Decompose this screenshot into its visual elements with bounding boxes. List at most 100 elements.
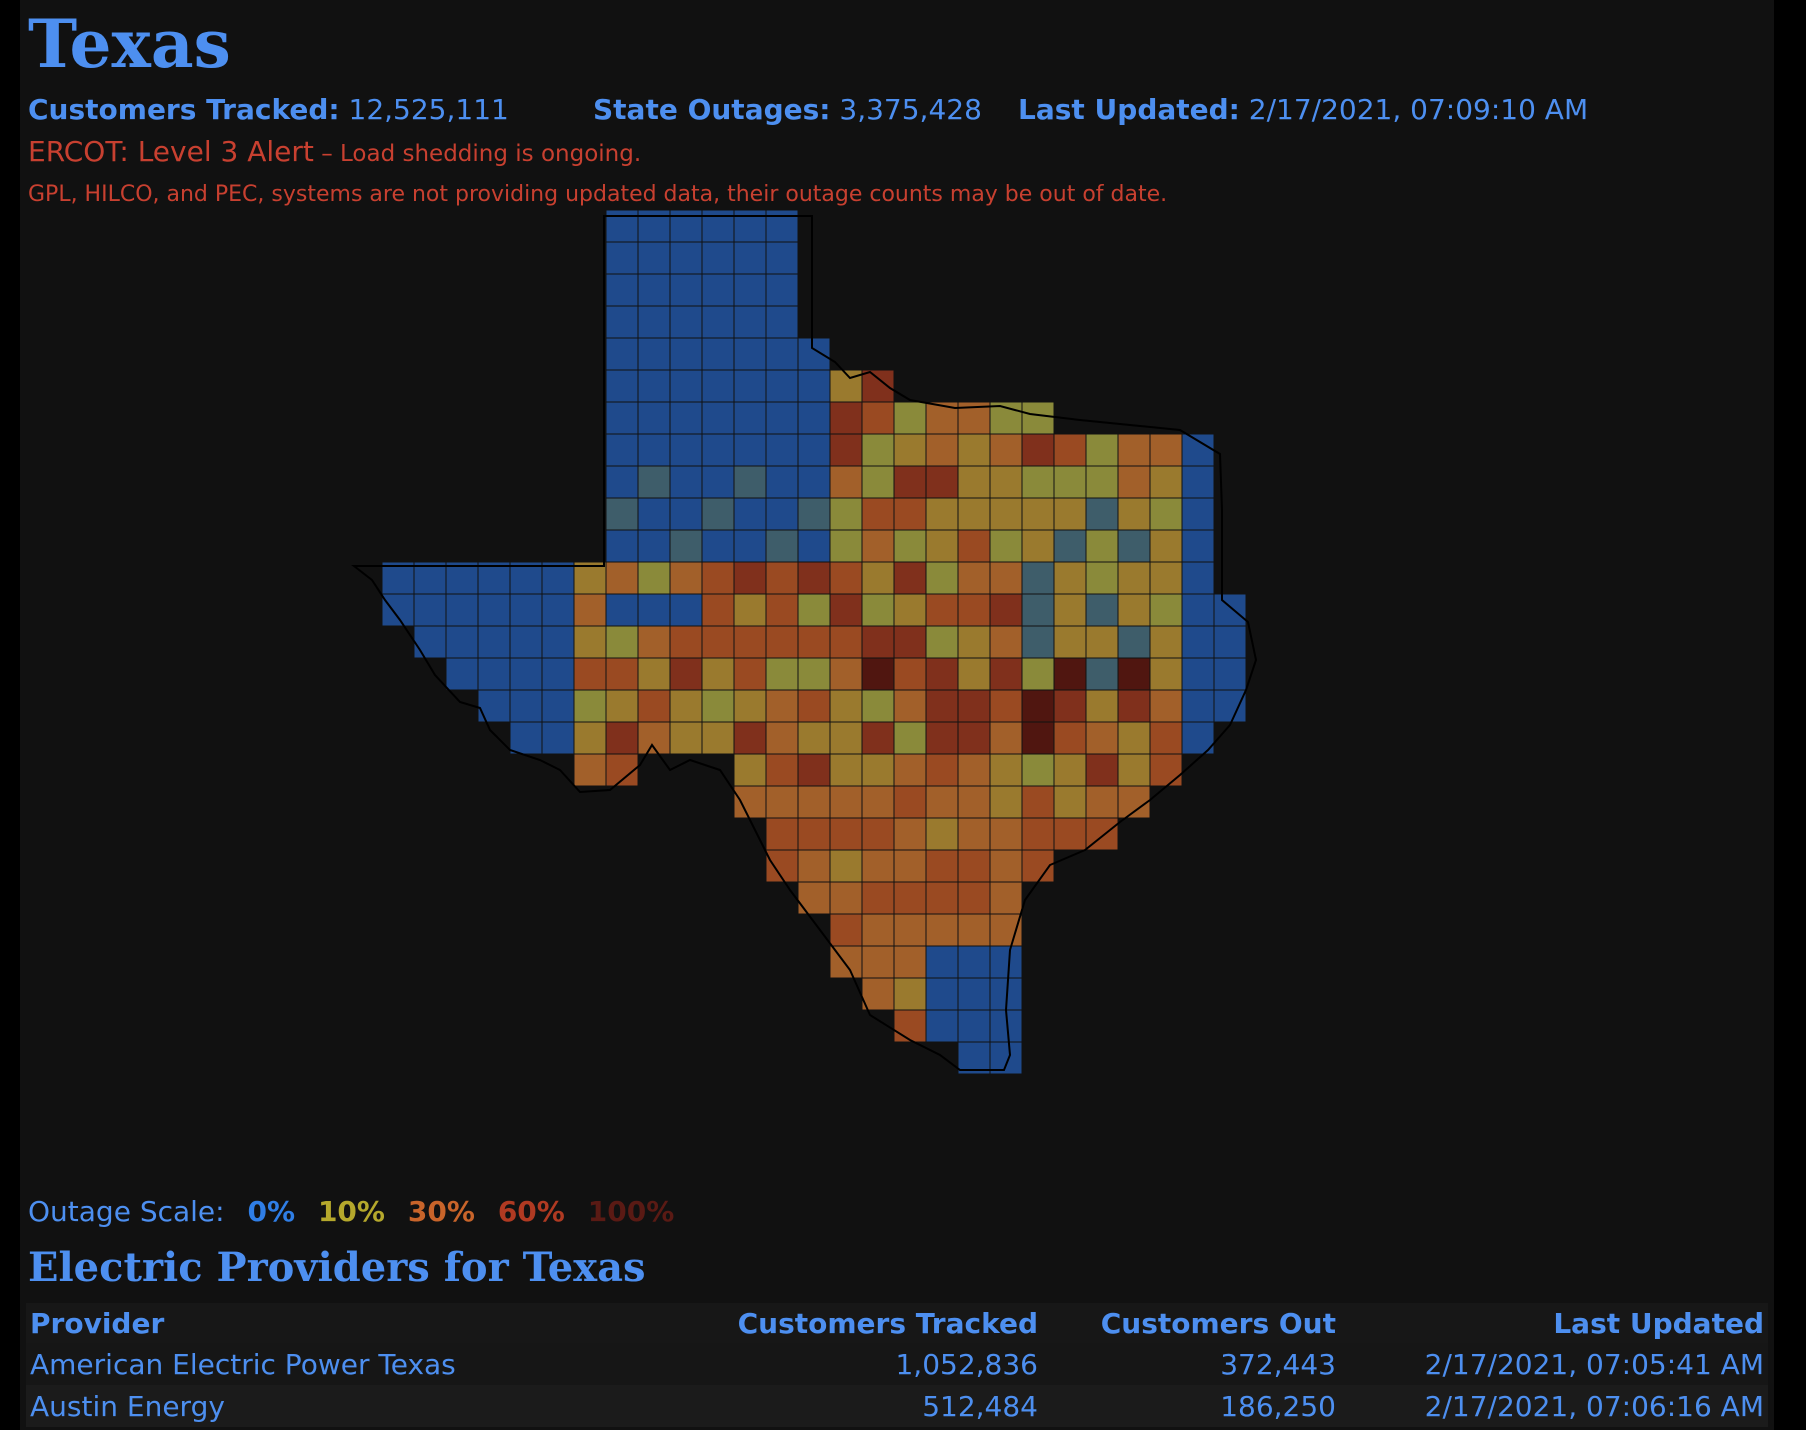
county-cell[interactable]	[1085, 753, 1119, 787]
county-cell[interactable]	[893, 785, 927, 819]
county-cell[interactable]	[669, 401, 703, 435]
county-cell[interactable]	[509, 721, 543, 755]
county-cell[interactable]	[957, 945, 991, 979]
county-cell[interactable]	[605, 241, 639, 275]
county-cell[interactable]	[1149, 593, 1183, 627]
county-cell[interactable]	[989, 465, 1023, 499]
county-cell[interactable]	[861, 465, 895, 499]
county-cell[interactable]	[989, 625, 1023, 659]
county-cell[interactable]	[957, 881, 991, 915]
county-cell[interactable]	[1021, 401, 1055, 435]
county-cell[interactable]	[637, 401, 671, 435]
county-cell[interactable]	[925, 977, 959, 1011]
county-cell[interactable]	[1021, 497, 1055, 531]
col-provider[interactable]: Provider	[26, 1303, 634, 1343]
county-cell[interactable]	[829, 753, 863, 787]
county-cell[interactable]	[797, 753, 831, 787]
county-cell[interactable]	[605, 433, 639, 467]
county-cell[interactable]	[669, 657, 703, 691]
county-cell[interactable]	[861, 593, 895, 627]
county-cell[interactable]	[1181, 561, 1215, 595]
county-cell[interactable]	[989, 433, 1023, 467]
county-cell[interactable]	[1149, 497, 1183, 531]
county-cell[interactable]	[1181, 689, 1215, 723]
county-cell[interactable]	[765, 433, 799, 467]
county-cell[interactable]	[829, 433, 863, 467]
county-cell[interactable]	[893, 689, 927, 723]
county-cell[interactable]	[989, 881, 1023, 915]
county-cell[interactable]	[1149, 465, 1183, 499]
county-cell[interactable]	[1021, 593, 1055, 627]
county-cell[interactable]	[1021, 753, 1055, 787]
county-cell[interactable]	[541, 689, 575, 723]
county-cell[interactable]	[1149, 721, 1183, 755]
county-cell[interactable]	[1053, 785, 1087, 819]
county-cell[interactable]	[573, 657, 607, 691]
county-cell[interactable]	[1181, 497, 1215, 531]
county-cell[interactable]	[989, 657, 1023, 691]
county-cell[interactable]	[1021, 529, 1055, 563]
county-cell[interactable]	[957, 1009, 991, 1043]
county-cell[interactable]	[733, 785, 767, 819]
county-cell[interactable]	[1021, 817, 1055, 851]
county-cell[interactable]	[1053, 497, 1087, 531]
county-cell[interactable]	[637, 433, 671, 467]
county-cell[interactable]	[861, 881, 895, 915]
county-cell[interactable]	[605, 401, 639, 435]
county-cell[interactable]	[829, 497, 863, 531]
county-cell[interactable]	[925, 817, 959, 851]
county-cell[interactable]	[829, 625, 863, 659]
county-cell[interactable]	[925, 433, 959, 467]
county-cell[interactable]	[797, 817, 831, 851]
county-cell[interactable]	[925, 721, 959, 755]
county-cell[interactable]	[637, 529, 671, 563]
county-cell[interactable]	[733, 657, 767, 691]
county-cell[interactable]	[893, 401, 927, 435]
county-cell[interactable]	[829, 529, 863, 563]
county-cell[interactable]	[509, 689, 543, 723]
county-cell[interactable]	[669, 305, 703, 339]
county-cell[interactable]	[925, 497, 959, 531]
county-cell[interactable]	[797, 785, 831, 819]
county-cell[interactable]	[957, 1041, 991, 1075]
county-cell[interactable]	[765, 593, 799, 627]
county-cell[interactable]	[1117, 465, 1151, 499]
county-cell[interactable]	[445, 593, 479, 627]
county-cell[interactable]	[1117, 433, 1151, 467]
county-cell[interactable]	[765, 305, 799, 339]
county-cell[interactable]	[669, 273, 703, 307]
county-cell[interactable]	[637, 369, 671, 403]
county-cell[interactable]	[733, 721, 767, 755]
county-cell[interactable]	[765, 337, 799, 371]
county-cell[interactable]	[797, 369, 831, 403]
county-cell[interactable]	[989, 849, 1023, 883]
county-cell[interactable]	[765, 561, 799, 595]
county-cell[interactable]	[477, 561, 511, 595]
county-cell[interactable]	[733, 753, 767, 787]
county-cell[interactable]	[701, 433, 735, 467]
county-cell[interactable]	[541, 625, 575, 659]
county-cell[interactable]	[669, 689, 703, 723]
county-cell[interactable]	[1053, 721, 1087, 755]
county-cell[interactable]	[989, 721, 1023, 755]
county-cell[interactable]	[893, 977, 927, 1011]
county-cell[interactable]	[797, 689, 831, 723]
county-cell[interactable]	[829, 849, 863, 883]
county-cell[interactable]	[1117, 529, 1151, 563]
county-cell[interactable]	[541, 561, 575, 595]
county-cell[interactable]	[925, 657, 959, 691]
county-cell[interactable]	[893, 433, 927, 467]
county-cell[interactable]	[1085, 785, 1119, 819]
county-cell[interactable]	[669, 625, 703, 659]
county-cell[interactable]	[637, 241, 671, 275]
county-cell[interactable]	[1085, 465, 1119, 499]
county-cell[interactable]	[1021, 721, 1055, 755]
county-cell[interactable]	[861, 689, 895, 723]
county-cell[interactable]	[701, 529, 735, 563]
county-cell[interactable]	[861, 433, 895, 467]
county-cell[interactable]	[957, 529, 991, 563]
county-cell[interactable]	[765, 817, 799, 851]
county-cell[interactable]	[605, 273, 639, 307]
county-cell[interactable]	[573, 721, 607, 755]
col-customers-tracked[interactable]: Customers Tracked	[634, 1303, 1042, 1343]
